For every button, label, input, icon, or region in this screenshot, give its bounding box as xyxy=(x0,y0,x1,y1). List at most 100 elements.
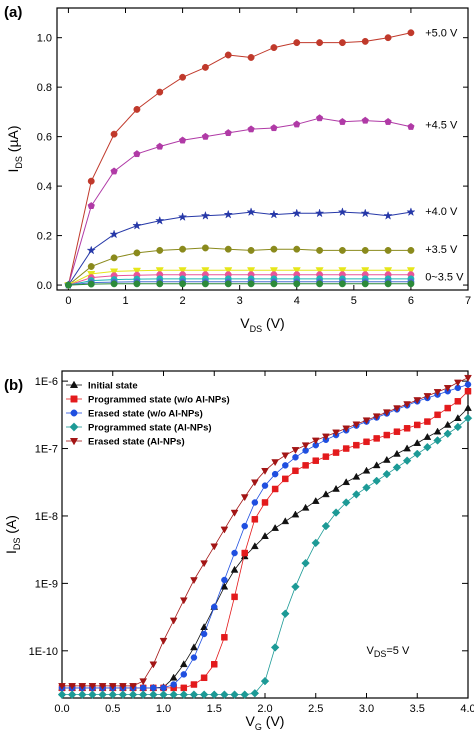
y-axis-title-b-unit: (A) xyxy=(3,515,19,538)
x-tick-label-a: 5 xyxy=(351,295,357,307)
data-point-a xyxy=(270,124,278,132)
data-point-a xyxy=(406,207,416,217)
data-point-b xyxy=(230,565,239,573)
data-point-b xyxy=(393,428,401,435)
data-point-a xyxy=(383,267,393,275)
data-point-b xyxy=(271,470,279,478)
data-point-a xyxy=(384,280,392,288)
data-point-b xyxy=(403,401,411,409)
data-point-a xyxy=(110,167,118,175)
data-point-a xyxy=(201,63,209,71)
data-point-b xyxy=(211,603,218,611)
data-point-a xyxy=(247,125,255,133)
data-point-b xyxy=(382,455,391,463)
data-point-b xyxy=(200,623,208,631)
data-point-a xyxy=(338,280,346,288)
data-point-a xyxy=(314,208,325,218)
data-point-a xyxy=(247,280,255,288)
data-point-b xyxy=(230,509,239,517)
data-point-b xyxy=(108,683,117,690)
data-point-b xyxy=(372,461,381,469)
data-point-b xyxy=(292,467,299,475)
x-tick-label-a: 2 xyxy=(180,295,186,307)
data-point-b xyxy=(210,543,219,551)
data-point-b xyxy=(169,690,178,699)
data-point-b xyxy=(322,453,330,460)
data-point-b xyxy=(199,690,209,699)
data-point-b xyxy=(433,427,442,435)
data-point-b xyxy=(403,444,411,452)
data-point-a xyxy=(270,44,278,52)
data-point-b xyxy=(209,690,219,699)
data-point-b xyxy=(311,497,320,504)
y-axis-title-a-sub: DS xyxy=(14,156,24,169)
curve-label-a: +5.0 V xyxy=(425,28,458,40)
data-point-a xyxy=(338,267,347,275)
data-point-a xyxy=(315,114,324,122)
data-point-b xyxy=(260,676,270,686)
y-axis-title-b-sub: DS xyxy=(12,538,22,551)
data-point-b xyxy=(433,436,442,445)
data-point-b xyxy=(271,459,280,467)
data-point-b xyxy=(139,678,148,686)
data-point-b xyxy=(443,429,452,438)
data-point-b xyxy=(67,690,77,699)
data-point-a xyxy=(224,245,232,253)
legend-marker xyxy=(70,409,78,417)
data-point-b xyxy=(220,582,229,590)
data-point-a xyxy=(338,117,347,125)
legend-label: Erased state (Al-NPs) xyxy=(88,437,185,448)
y-tick-label-b: 1E-6 xyxy=(35,376,58,388)
data-point-b xyxy=(240,494,249,502)
data-point-b xyxy=(159,637,168,645)
series-a-8 xyxy=(64,280,415,289)
data-point-b xyxy=(190,643,198,651)
data-point-a xyxy=(407,29,415,37)
data-point-b xyxy=(180,684,188,692)
data-point-a xyxy=(293,39,301,47)
data-point-b xyxy=(312,457,319,464)
data-point-a xyxy=(87,202,95,209)
data-point-a xyxy=(110,254,118,262)
data-point-b xyxy=(190,577,198,585)
y-tick-label-a: 0.6 xyxy=(37,132,52,144)
curve-label-a: 0~3.5 V xyxy=(425,271,464,283)
data-point-b xyxy=(412,449,422,459)
data-point-b xyxy=(362,483,371,492)
data-point-a xyxy=(407,246,415,254)
data-point-b xyxy=(118,690,128,699)
x-tick-label-b: 0.0 xyxy=(54,703,69,715)
series-line-a xyxy=(68,247,411,286)
data-point-a xyxy=(407,280,415,288)
y-tick-label-a: 0.4 xyxy=(37,181,52,193)
x-tick-label-b: 4.0 xyxy=(460,703,474,715)
data-point-b xyxy=(108,690,118,699)
panel-a-label: (a) xyxy=(4,4,22,21)
data-point-a xyxy=(201,267,210,275)
data-point-b xyxy=(271,523,280,531)
data-point-b xyxy=(58,683,66,690)
legend-label: Erased state (w/o Al-NPs) xyxy=(88,409,203,420)
data-point-a xyxy=(155,215,165,225)
data-point-b xyxy=(251,499,259,506)
data-point-a xyxy=(246,267,256,275)
data-point-b xyxy=(322,490,330,498)
data-point-b xyxy=(403,425,411,432)
y-tick-label-a: 1.0 xyxy=(37,33,52,45)
data-point-b xyxy=(169,617,178,625)
data-point-b xyxy=(281,609,290,618)
y-tick-label-a: 0.0 xyxy=(37,280,52,292)
data-point-a xyxy=(156,142,164,150)
data-point-b xyxy=(241,549,248,557)
data-point-a xyxy=(361,267,370,275)
x-tick-label-a: 7 xyxy=(465,295,471,307)
data-point-a xyxy=(270,245,278,253)
data-point-b xyxy=(453,379,462,387)
data-point-b xyxy=(231,593,238,601)
data-point-a xyxy=(361,280,369,288)
data-point-b xyxy=(261,499,269,506)
data-point-b xyxy=(362,466,371,474)
data-point-b xyxy=(200,674,208,682)
data-point-a xyxy=(224,51,232,59)
